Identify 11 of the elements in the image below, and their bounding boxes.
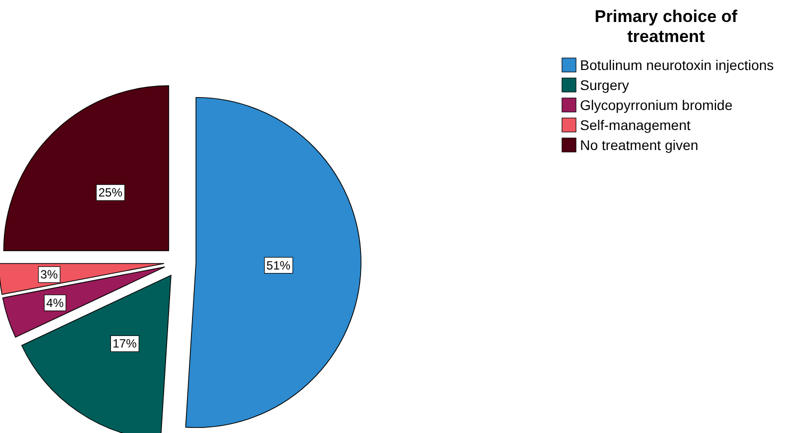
data-label: 4%: [46, 296, 64, 310]
data-label: 51%: [266, 258, 291, 272]
legend-title: Primary choice of treatment: [594, 7, 738, 46]
legend-label: Botulinum neurotoxin injections: [580, 57, 774, 73]
legend-label: Self-management: [580, 117, 691, 133]
legend-label: Glycopyrronium bromide: [580, 97, 733, 113]
data-label: 3%: [40, 268, 58, 282]
data-label: 17%: [112, 336, 137, 351]
legend-label: No treatment given: [580, 137, 698, 153]
legend-label: Surgery: [580, 77, 630, 93]
data-label: 25%: [98, 186, 123, 200]
